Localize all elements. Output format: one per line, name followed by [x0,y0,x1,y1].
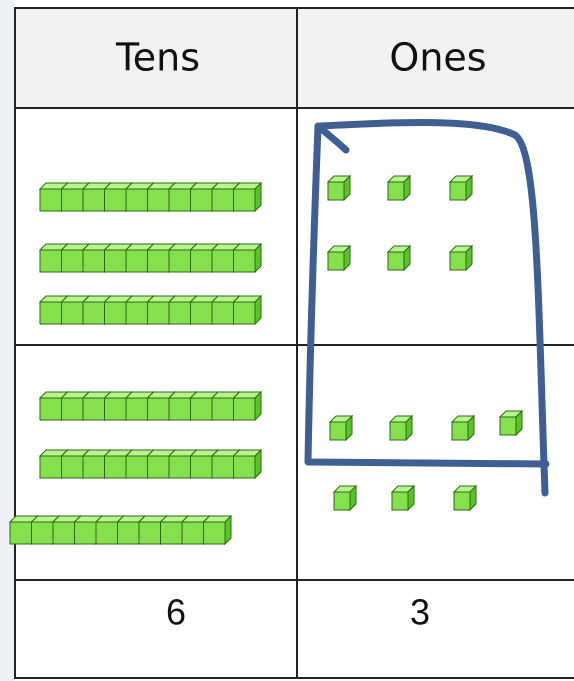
ten-rod [74,521,97,545]
ten-rod [95,521,118,545]
ten-rod [82,188,105,212]
header-cell: Ones [389,36,486,80]
ten-rod [211,188,234,212]
ten-rod [168,301,191,325]
ten-rod [104,455,127,479]
ten-rod [160,521,183,545]
ten-rod [147,188,170,212]
header-row [14,8,574,108]
ten-rod [190,455,213,479]
ten-rod [117,521,140,545]
ten-rod [147,455,170,479]
ten-rod [190,397,213,421]
ten-rod [233,188,256,212]
ten-rod [190,301,213,325]
ten-rod [104,249,127,273]
ten-rod [125,301,148,325]
ten-rod [147,249,170,273]
ten-rod [233,301,256,325]
ten-rod [181,521,204,545]
side-margin [0,0,14,681]
ten-rod [82,249,105,273]
ten-rod [82,397,105,421]
ten-rod [31,521,54,545]
one-cube [387,251,405,271]
ten-rod [61,249,84,273]
ten-rod [61,301,84,325]
ten-rod [138,521,161,545]
grid [14,7,574,679]
hand-drawn-loop [304,119,550,497]
ten-rod [52,521,75,545]
ten-rod [125,397,148,421]
one-cube [499,416,517,436]
one-cube [389,421,407,441]
one-cube [327,181,345,201]
ten-rod [203,521,226,545]
ten-rod [39,249,62,273]
ten-rod [211,455,234,479]
ten-rod [82,455,105,479]
ten-rod [233,397,256,421]
total-cell: 6 [166,592,186,633]
ten-rod [61,455,84,479]
ten-rod [104,188,127,212]
ten-rod [125,188,148,212]
ten-rod [125,455,148,479]
one-cube [333,491,351,511]
one-cube [449,251,467,271]
ten-rod [190,188,213,212]
ten-rod [147,301,170,325]
ten-rod [104,397,127,421]
ten-rod [190,249,213,273]
ten-rod [82,301,105,325]
total-cell: 3 [410,592,430,633]
ten-rod [168,397,191,421]
ten-rod [168,455,191,479]
ten-rod [125,249,148,273]
header-cell: Tens [115,36,200,80]
one-cube [329,421,347,441]
one-cube [451,421,469,441]
ten-rod [61,397,84,421]
one-cube [449,181,467,201]
ten-rod [39,301,62,325]
ten-rod [61,188,84,212]
one-cube [327,251,345,271]
ten-rod [147,397,170,421]
ten-rod [211,249,234,273]
ten-rod [104,301,127,325]
one-cube [387,181,405,201]
one-cube [391,491,409,511]
ten-rod [211,301,234,325]
ten-rod [233,249,256,273]
ten-rod [39,397,62,421]
ten-rod [233,455,256,479]
ten-rod [39,455,62,479]
ten-rod [168,188,191,212]
ten-rod [168,249,191,273]
ten-rod [39,188,62,212]
ten-rod [9,521,32,545]
ten-rod [211,397,234,421]
one-cube [453,491,471,511]
blocks [8,174,524,546]
